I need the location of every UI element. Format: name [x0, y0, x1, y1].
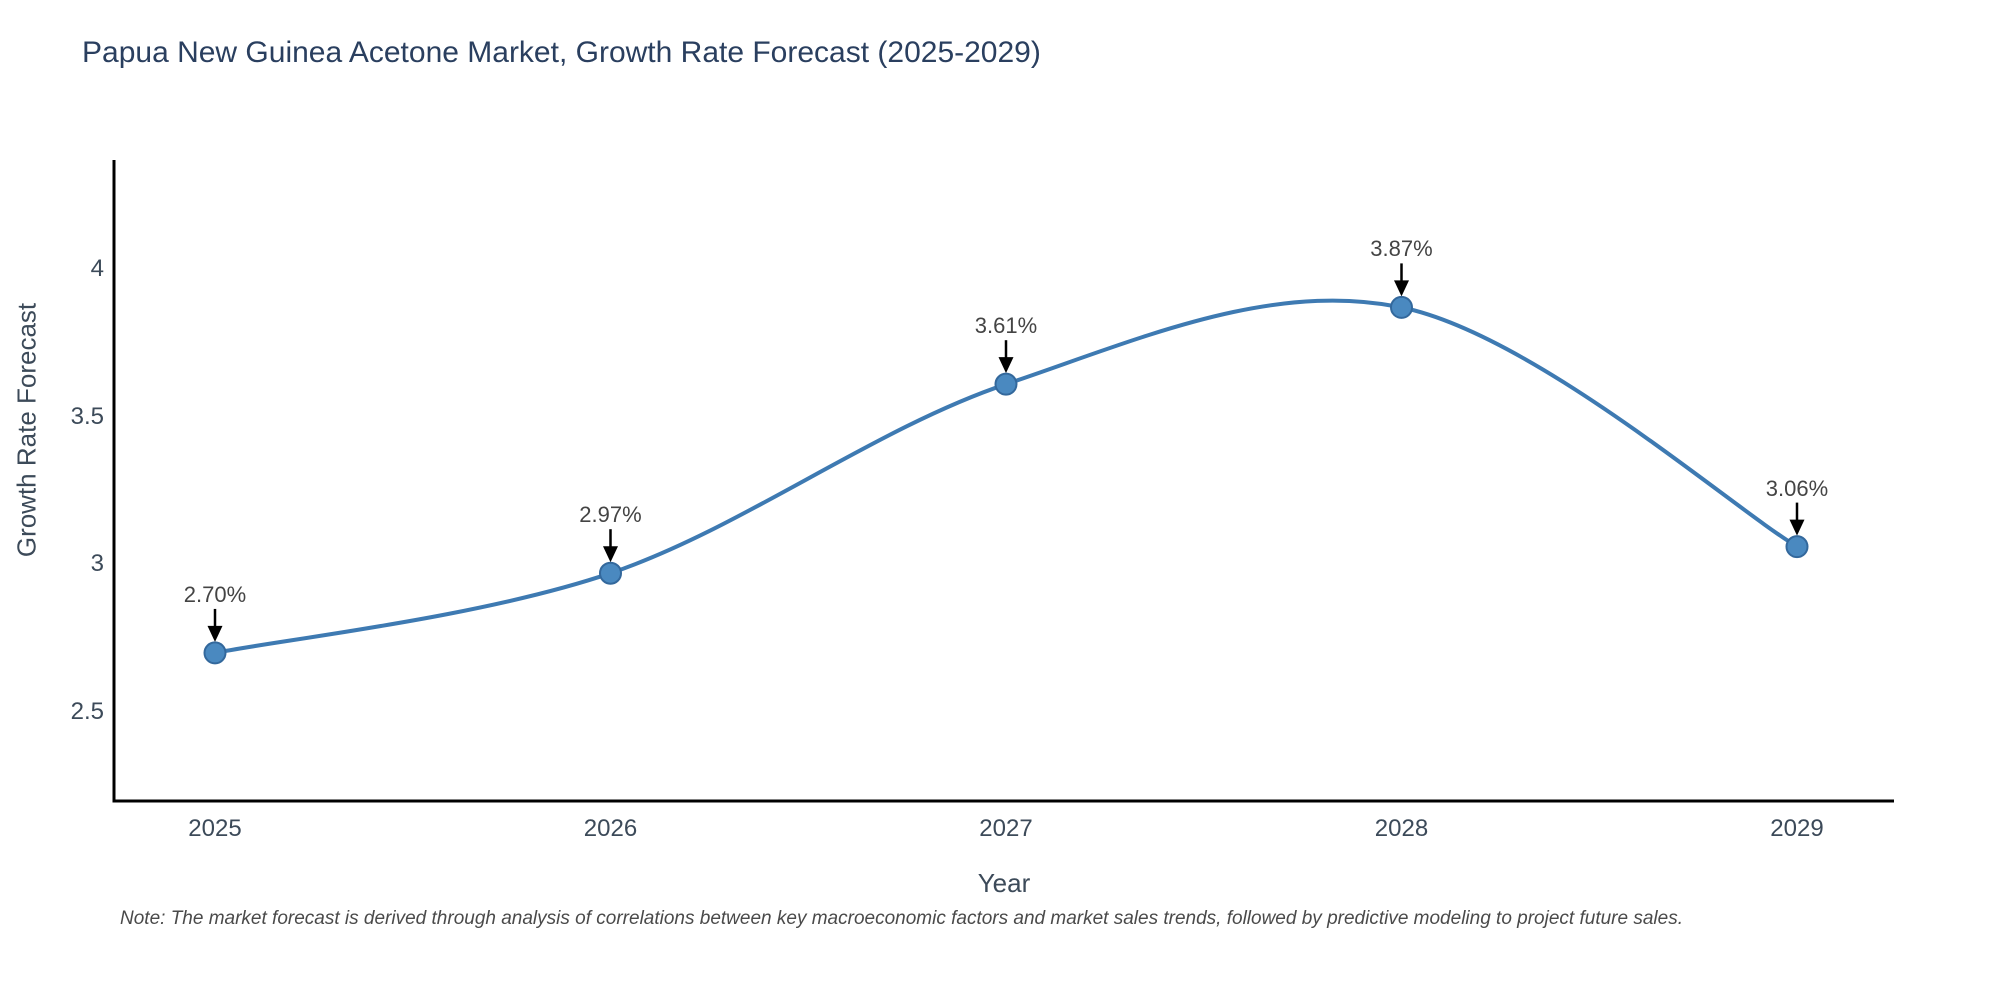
data-point-marker: [1785, 535, 1809, 559]
annotation-arrow-head: [1394, 280, 1409, 297]
data-point-annotation: 3.06%: [1765, 475, 1829, 501]
y-tick-label: 3.5: [70, 402, 104, 430]
x-tick-label: 2026: [583, 815, 638, 842]
data-point-annotation: 3.87%: [1370, 236, 1433, 262]
annotation-arrow-head: [603, 546, 618, 563]
x-tick-label: 2029: [1770, 815, 1824, 842]
y-tick-label: 2.5: [70, 697, 104, 725]
data-point-annotation: 2.70%: [183, 581, 247, 607]
data-point-marker: [599, 561, 622, 585]
x-tick-label: 2025: [188, 815, 242, 842]
data-point-annotation: 3.61%: [974, 313, 1038, 339]
annotation-arrow-head: [207, 625, 223, 642]
footnote: Note: The market forecast is derived thr…: [120, 908, 1683, 929]
x-tick-label: 2028: [1374, 815, 1429, 842]
data-point-marker: [994, 372, 1018, 396]
x-tick-label: 2027: [979, 815, 1033, 842]
y-tick-label: 3: [90, 550, 104, 578]
chart-title: Papua New Guinea Acetone Market, Growth …: [82, 36, 1041, 69]
annotation-arrow-head: [998, 357, 1014, 374]
data-point-annotation: 2.97%: [579, 502, 642, 528]
annotation-arrow-head: [1789, 519, 1805, 536]
data-point-marker: [1390, 295, 1413, 319]
y-tick-label: 4: [90, 255, 104, 282]
x-axis-title: Year: [977, 868, 1031, 898]
data-point-marker: [203, 641, 227, 665]
